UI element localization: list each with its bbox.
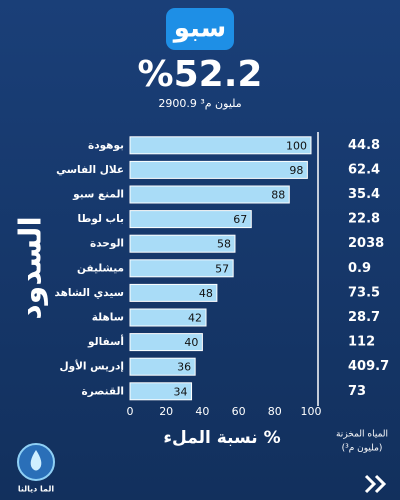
storage-value: 73 — [348, 384, 366, 399]
category-label: باب لوطا — [78, 213, 125, 225]
storage-value: 73.5 — [348, 285, 380, 300]
bar — [129, 308, 207, 327]
value-label: 40 — [184, 336, 198, 349]
storage-value: 35.4 — [348, 187, 380, 202]
arrow — [364, 474, 377, 494]
value-label: 67 — [233, 213, 247, 226]
x-tick-label: 80 — [268, 405, 282, 418]
storage-value: 0.9 — [348, 261, 371, 276]
title-box — [166, 8, 234, 50]
bar — [129, 283, 218, 302]
x-tick-label: 40 — [195, 405, 209, 418]
category-label: القنصرة — [82, 385, 124, 397]
category-label: ساهلة — [92, 312, 124, 324]
bar — [129, 234, 236, 253]
category-label: أسفالو — [87, 334, 124, 348]
category-label: ميشليفن — [77, 262, 124, 274]
storage-header: (مليون م³) — [342, 444, 383, 454]
bar — [129, 357, 196, 376]
bar — [129, 160, 308, 179]
category-label: علال الفاسي — [56, 164, 124, 176]
storage-value: 62.4 — [348, 162, 380, 177]
storage-header: المياه المخزنة — [336, 430, 388, 440]
category-label: المنع سبو — [72, 189, 124, 201]
category-label: إدريس الأول — [59, 360, 124, 373]
logo: الما ديالنا — [17, 443, 55, 494]
bar — [129, 382, 193, 401]
storage-value: 112 — [348, 335, 375, 350]
x-tick-label: 100 — [301, 405, 322, 418]
x-tick-label: 20 — [159, 405, 173, 418]
x-tick-label: 60 — [232, 405, 246, 418]
category-label: بوهودة — [88, 139, 124, 151]
chart-title: سبو — [172, 14, 226, 44]
bar — [129, 210, 252, 229]
value-label: 88 — [271, 189, 285, 202]
bar — [129, 259, 234, 278]
x-axis-title: نسبة الملء % — [163, 428, 280, 448]
value-label: 100 — [286, 139, 307, 152]
logo-drop — [30, 450, 42, 471]
category-label: سيدي الشاهد — [55, 287, 124, 299]
storage-value: 22.8 — [348, 212, 380, 227]
value-label: 57 — [215, 262, 229, 275]
value-label: 34 — [174, 385, 188, 398]
value-label: 58 — [217, 238, 231, 251]
bar — [129, 185, 290, 204]
arrows-icon — [364, 474, 387, 494]
logo-text: الما ديالنا — [18, 485, 55, 494]
storage-value: 409.7 — [348, 359, 389, 374]
headline: %52.2 — [138, 54, 263, 95]
arrow — [374, 474, 387, 494]
y-axis-title: السدود — [14, 216, 49, 319]
storage-value: 2038 — [348, 236, 384, 251]
category-label: الوحدة — [90, 238, 124, 250]
bar — [129, 136, 312, 155]
bar — [129, 333, 203, 352]
value-label: 36 — [177, 361, 191, 374]
value-label: 98 — [289, 164, 303, 177]
value-label: 48 — [199, 287, 213, 300]
value-label: 42 — [188, 312, 202, 325]
storage-value: 28.7 — [348, 310, 380, 325]
subtitle: 2900.9 مليون م³ — [158, 97, 241, 110]
storage-value: 44.8 — [348, 138, 380, 153]
x-tick-label: 0 — [127, 405, 134, 418]
